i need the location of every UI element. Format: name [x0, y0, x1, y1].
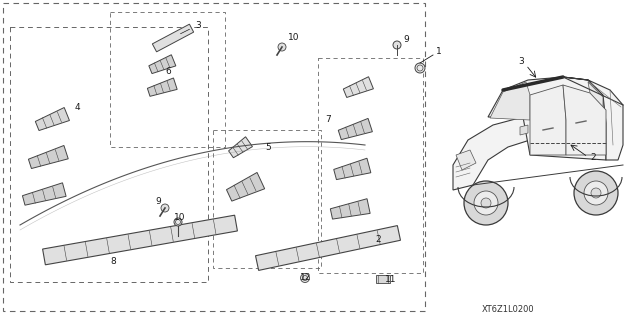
Polygon shape [330, 199, 370, 219]
Text: 1: 1 [436, 48, 442, 56]
Bar [3, 3, 425, 311]
Polygon shape [530, 85, 566, 155]
Polygon shape [28, 145, 68, 168]
Text: 9: 9 [155, 197, 161, 206]
Bar [213, 130, 321, 268]
Circle shape [474, 191, 498, 215]
Circle shape [301, 273, 310, 283]
Text: 2: 2 [590, 153, 596, 162]
Text: 10: 10 [288, 33, 300, 42]
Bar [10, 27, 208, 282]
Polygon shape [490, 82, 530, 120]
Polygon shape [147, 78, 177, 96]
Polygon shape [228, 137, 252, 158]
Text: 4: 4 [75, 102, 81, 112]
Circle shape [161, 204, 169, 212]
Polygon shape [488, 77, 606, 160]
Circle shape [574, 171, 618, 215]
Circle shape [481, 198, 491, 208]
Text: 11: 11 [385, 276, 397, 285]
Text: 12: 12 [300, 273, 312, 283]
Bar [376, 275, 390, 283]
Polygon shape [152, 24, 194, 52]
Text: 6: 6 [165, 68, 171, 77]
Polygon shape [255, 226, 401, 271]
Bar [110, 12, 225, 147]
Text: 7: 7 [325, 115, 331, 124]
Polygon shape [339, 118, 372, 140]
Circle shape [464, 181, 508, 225]
Circle shape [584, 181, 608, 205]
Polygon shape [520, 125, 528, 135]
Polygon shape [227, 173, 265, 201]
Text: 9: 9 [403, 35, 409, 44]
Circle shape [415, 63, 425, 73]
Text: 10: 10 [174, 213, 186, 222]
Polygon shape [456, 150, 476, 170]
Text: 3: 3 [195, 20, 201, 29]
Polygon shape [563, 77, 623, 160]
Text: 5: 5 [265, 144, 271, 152]
Polygon shape [453, 117, 530, 190]
Polygon shape [588, 82, 603, 123]
Text: XT6Z1L0200: XT6Z1L0200 [482, 306, 534, 315]
Text: 2: 2 [375, 235, 381, 244]
Polygon shape [35, 108, 70, 130]
Circle shape [278, 43, 286, 51]
Text: 8: 8 [110, 257, 116, 266]
Polygon shape [149, 55, 176, 74]
Polygon shape [43, 215, 237, 265]
Polygon shape [343, 77, 373, 98]
Circle shape [393, 41, 401, 49]
Polygon shape [22, 183, 66, 205]
Bar [318, 58, 423, 273]
Polygon shape [563, 85, 606, 155]
Circle shape [591, 188, 601, 198]
Circle shape [174, 218, 182, 226]
Text: 3: 3 [518, 57, 524, 66]
Polygon shape [333, 158, 371, 180]
